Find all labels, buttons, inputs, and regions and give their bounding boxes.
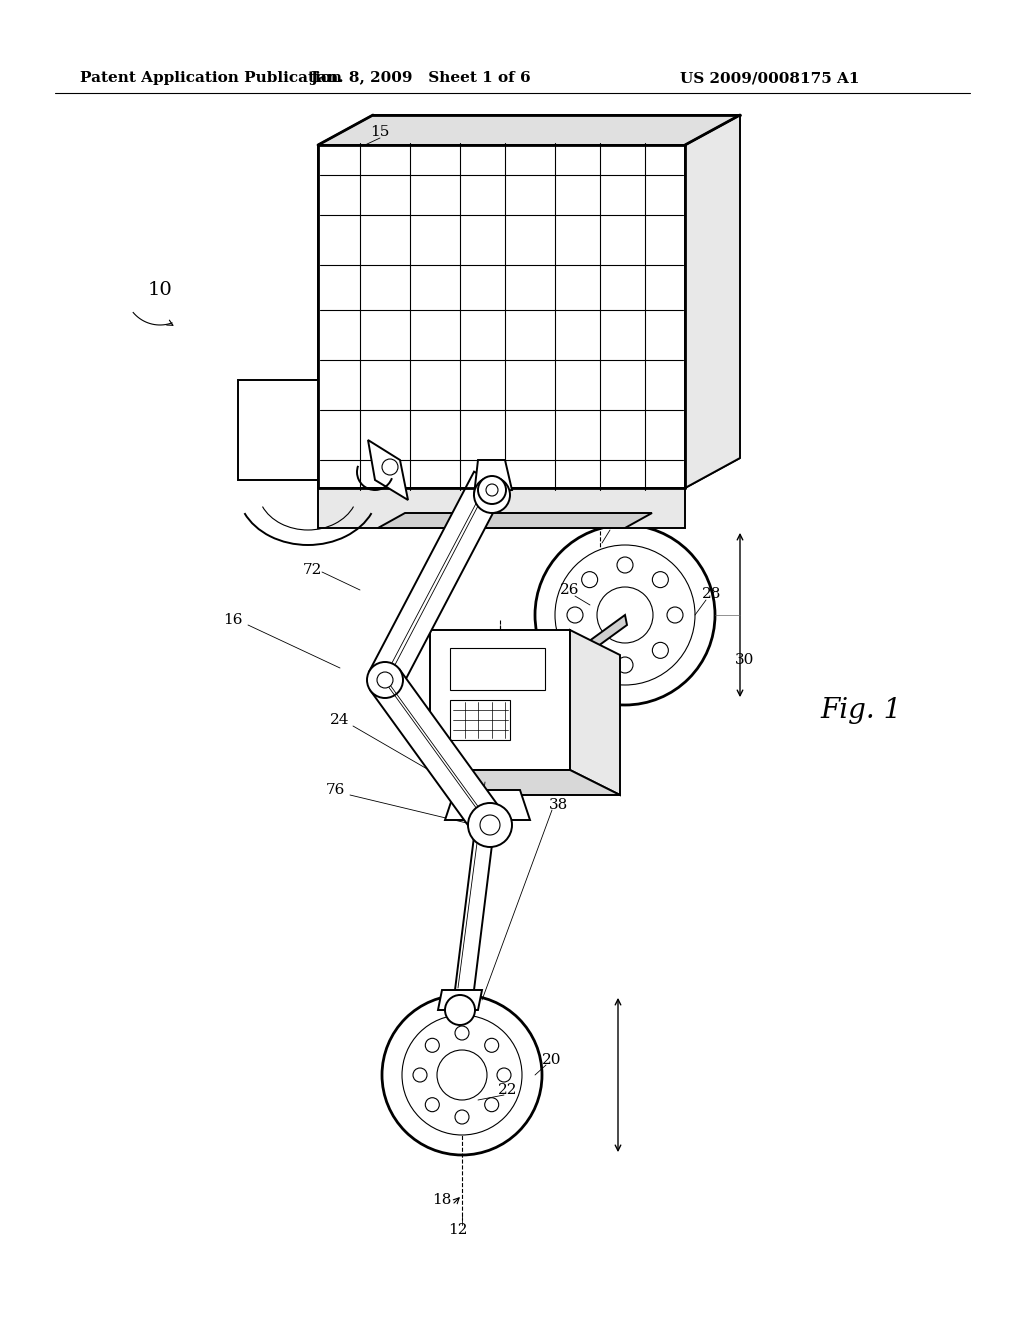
Polygon shape	[685, 115, 740, 488]
Text: Jan. 8, 2009   Sheet 1 of 6: Jan. 8, 2009 Sheet 1 of 6	[309, 71, 530, 84]
Polygon shape	[450, 700, 510, 741]
Text: 34: 34	[565, 705, 585, 719]
Polygon shape	[378, 513, 652, 528]
Polygon shape	[445, 789, 530, 820]
Circle shape	[437, 1049, 487, 1100]
Text: 35: 35	[563, 671, 583, 685]
Text: Patent Application Publication: Patent Application Publication	[80, 71, 342, 84]
Text: 38: 38	[549, 799, 567, 812]
Circle shape	[445, 995, 475, 1026]
Circle shape	[478, 813, 502, 837]
Circle shape	[382, 459, 398, 475]
Polygon shape	[474, 459, 512, 495]
Text: US 2009/0008175 A1: US 2009/0008175 A1	[680, 71, 859, 84]
Circle shape	[555, 545, 695, 685]
Circle shape	[413, 1068, 427, 1082]
Circle shape	[652, 643, 669, 659]
Circle shape	[486, 484, 498, 496]
Text: 12: 12	[449, 1224, 468, 1237]
Circle shape	[652, 572, 669, 587]
Circle shape	[484, 1098, 499, 1111]
Text: 30: 30	[735, 653, 755, 667]
Polygon shape	[430, 770, 620, 795]
Polygon shape	[450, 648, 545, 690]
Circle shape	[402, 1015, 522, 1135]
Circle shape	[617, 657, 633, 673]
Text: 15: 15	[371, 125, 390, 139]
Circle shape	[478, 477, 506, 504]
Polygon shape	[570, 615, 627, 665]
Circle shape	[480, 814, 500, 836]
Text: 76: 76	[326, 783, 345, 797]
Text: 18: 18	[432, 1193, 452, 1206]
Text: 20: 20	[543, 1053, 562, 1067]
Text: 32: 32	[605, 517, 625, 531]
Polygon shape	[570, 630, 620, 795]
Polygon shape	[318, 115, 740, 145]
Circle shape	[468, 803, 512, 847]
Text: 36: 36	[529, 741, 549, 755]
Text: 28: 28	[702, 587, 722, 601]
Polygon shape	[318, 145, 685, 488]
Polygon shape	[369, 471, 506, 688]
Circle shape	[567, 607, 583, 623]
Circle shape	[582, 572, 598, 587]
Text: 40: 40	[530, 768, 550, 781]
Polygon shape	[430, 630, 570, 770]
Circle shape	[582, 643, 598, 659]
Text: Fig. 1: Fig. 1	[820, 697, 901, 723]
Polygon shape	[438, 990, 482, 1010]
Circle shape	[484, 1039, 499, 1052]
Polygon shape	[318, 488, 685, 528]
Circle shape	[535, 525, 715, 705]
Text: 10: 10	[148, 281, 173, 300]
Circle shape	[425, 1098, 439, 1111]
Polygon shape	[368, 440, 408, 500]
Text: 14: 14	[525, 698, 545, 711]
Circle shape	[497, 1068, 511, 1082]
Circle shape	[455, 1110, 469, 1125]
Circle shape	[667, 607, 683, 623]
Text: 26: 26	[560, 583, 580, 597]
Text: 16: 16	[223, 612, 243, 627]
Polygon shape	[455, 780, 500, 990]
Polygon shape	[371, 669, 505, 836]
Text: 72: 72	[302, 564, 322, 577]
Text: 24: 24	[331, 713, 350, 727]
Polygon shape	[238, 380, 318, 480]
Circle shape	[425, 1039, 439, 1052]
Circle shape	[617, 557, 633, 573]
Polygon shape	[318, 458, 740, 488]
Circle shape	[367, 663, 403, 698]
Circle shape	[382, 995, 542, 1155]
Circle shape	[377, 672, 393, 688]
Text: 42: 42	[286, 380, 305, 393]
Circle shape	[597, 587, 653, 643]
Circle shape	[474, 477, 510, 513]
Text: 22: 22	[499, 1082, 518, 1097]
Circle shape	[455, 1026, 469, 1040]
